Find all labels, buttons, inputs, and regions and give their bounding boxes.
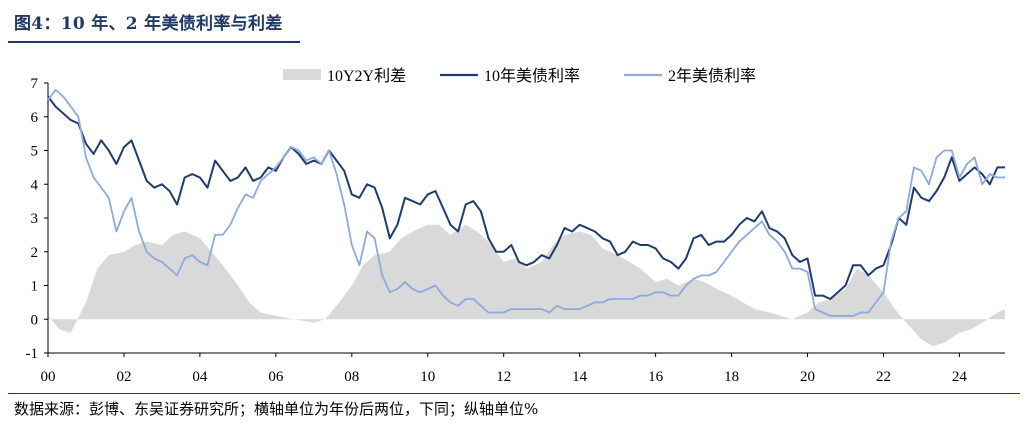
x-tick-label: 10 — [420, 369, 435, 385]
x-tick-label: 14 — [572, 369, 588, 385]
legend-label: 10年美债利率 — [484, 67, 580, 85]
y-tick-label: 5 — [31, 144, 39, 160]
title-underline — [8, 41, 300, 43]
x-tick-label: 16 — [648, 369, 664, 385]
y-tick-label: 7 — [31, 76, 39, 92]
ten-year-line — [47, 95, 1005, 300]
spread-area-layer — [48, 224, 1005, 347]
x-tick-label: 08 — [344, 369, 359, 385]
x-tick-label: 02 — [116, 369, 131, 385]
y-tick-label: 1 — [31, 279, 39, 295]
source-divider — [8, 393, 1020, 394]
x-tick-label: 00 — [41, 369, 56, 385]
x-tick-label: 20 — [800, 369, 815, 385]
x-tick-label: 06 — [268, 369, 284, 385]
spread-area — [48, 224, 1005, 347]
x-tick-label: 22 — [876, 369, 891, 385]
y-tick-label: 3 — [31, 211, 39, 227]
x-tick-label: 24 — [952, 369, 968, 385]
x-tick-label: 12 — [496, 369, 511, 385]
figure-title: 图4：10 年、2 年美债利率与利差 — [14, 14, 283, 34]
x-tick-label: 04 — [192, 369, 208, 385]
y-tick-label: -1 — [26, 346, 39, 362]
legend-swatch-spread — [283, 69, 321, 80]
two-year-line — [47, 88, 1005, 317]
rate-lines-layer — [47, 88, 1005, 317]
legend-label: 2年美债利率 — [668, 67, 756, 85]
legend: 10Y2Y利差 10年美债利率 2年美债利率 — [283, 67, 756, 85]
y-tick-label: 2 — [31, 245, 39, 261]
x-tick-label: 18 — [724, 369, 739, 385]
source-note: 数据来源：彭博、东吴证券研究所；横轴单位为年份后两位，下同；纵轴单位% — [14, 400, 539, 418]
legend-label: 10Y2Y利差 — [327, 67, 406, 85]
y-tick-label: 6 — [31, 110, 39, 126]
y-tick-label: 4 — [31, 177, 39, 193]
y-tick-label: 0 — [31, 312, 39, 328]
